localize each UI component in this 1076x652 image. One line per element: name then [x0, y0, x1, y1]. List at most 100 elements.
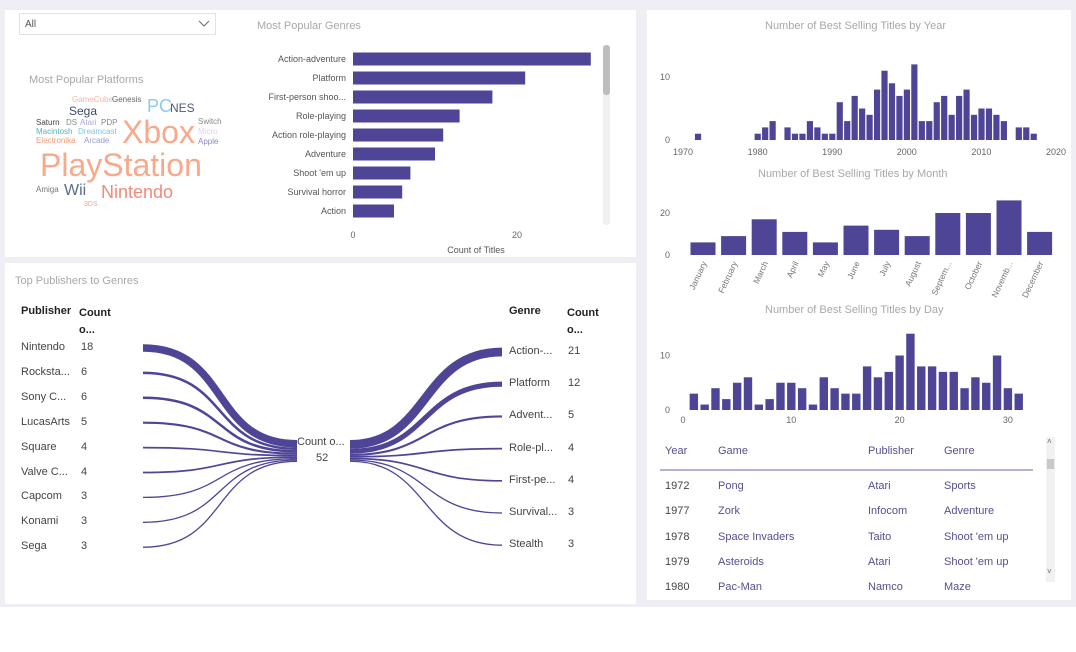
day-bar	[841, 393, 850, 410]
platform-slicer-dropdown[interactable]: All	[19, 13, 216, 35]
platform-word[interactable]: PC	[147, 96, 173, 116]
genre-count: 21	[568, 345, 581, 357]
sankey-link-left	[142, 371, 298, 451]
platform-word[interactable]: Atari	[80, 118, 97, 127]
month-x-tick: March	[751, 259, 770, 285]
month-chart-title: Number of Best Selling Titles by Month	[758, 168, 948, 180]
publisher-count: 18	[81, 341, 94, 353]
genres-scrollbar[interactable]	[603, 45, 610, 225]
day-bar	[754, 404, 764, 410]
genres-scroll-thumb[interactable]	[603, 45, 610, 95]
platform-word[interactable]: PlayStation	[40, 147, 202, 183]
table-cell: Pong	[718, 480, 744, 492]
month-x-tick: December	[1020, 259, 1046, 299]
genre-bar	[353, 52, 591, 66]
platform-word[interactable]: 3DS	[84, 201, 98, 208]
day-bar	[830, 388, 839, 410]
scroll-up-icon[interactable]: ˄	[1047, 437, 1052, 446]
table-cell: Taito	[868, 531, 892, 543]
day-bar	[765, 399, 774, 410]
year-bar	[1000, 121, 1007, 140]
scroll-thumb[interactable]	[1047, 459, 1054, 469]
sankey-link-right	[349, 415, 503, 456]
day-bar	[927, 366, 937, 410]
platform-word[interactable]: Saturn	[36, 118, 60, 127]
platform-word[interactable]: Apple	[198, 137, 219, 146]
month-bar	[874, 229, 900, 255]
table-header[interactable]: Genre	[944, 445, 975, 457]
scroll-down-icon[interactable]: ˅	[1047, 567, 1052, 576]
day-bar	[949, 371, 958, 410]
genre-name: Action-...	[509, 345, 553, 357]
day-bar	[689, 393, 699, 410]
genre-label: Adventure	[305, 149, 346, 159]
platform-word[interactable]: DS	[66, 118, 78, 127]
genre-count: 3	[568, 506, 575, 518]
year-bar	[784, 127, 791, 140]
platform-word[interactable]: Genesis	[112, 95, 142, 104]
day-bar	[992, 355, 1002, 410]
day-bar	[700, 404, 709, 410]
platform-word[interactable]: Electronika	[36, 136, 76, 145]
day-bar	[884, 371, 893, 410]
genre-label: Shoot 'em up	[293, 168, 346, 178]
day-bar	[873, 377, 883, 410]
table-header[interactable]: Year	[665, 445, 688, 457]
platform-word[interactable]: GameCube	[72, 95, 113, 104]
year-bar	[903, 89, 910, 140]
time-panel	[647, 10, 1071, 600]
table-cell: Maze	[944, 581, 971, 593]
year-bar	[799, 133, 806, 140]
year-bar	[948, 114, 955, 140]
table-cell: Shoot 'em up	[944, 556, 1009, 568]
genre-label: Action-adventure	[278, 54, 346, 64]
platform-word[interactable]: Switch	[198, 117, 222, 126]
table-header-divider	[660, 469, 1033, 471]
table-header[interactable]: Game	[718, 445, 748, 457]
day-chart-title: Number of Best Selling Titles by Day	[765, 304, 944, 316]
table-cell: 1979	[665, 556, 690, 568]
month-x-tick: January	[687, 259, 709, 291]
platform-word[interactable]: Amiga	[36, 185, 59, 194]
month-bar	[721, 236, 747, 255]
sankey-link-left	[142, 459, 298, 523]
genre-count: 4	[568, 441, 575, 454]
platform-word[interactable]: Dreamcast	[78, 127, 117, 136]
table-cell: Zork	[718, 505, 740, 517]
genres-panel	[5, 10, 636, 257]
publisher-name: Sony C...	[21, 390, 67, 403]
platform-word[interactable]: PDP	[101, 118, 118, 127]
platform-word[interactable]: NES	[170, 101, 195, 115]
table-scrollbar[interactable]: ˄ ˅	[1046, 437, 1055, 582]
genre-label: Survival horror	[287, 187, 346, 197]
platform-word[interactable]: Micro	[198, 127, 218, 136]
genre-name: Role-pl...	[509, 441, 554, 454]
year-bar	[881, 70, 888, 140]
platform-word[interactable]: Sega	[69, 104, 98, 118]
month-bar	[812, 242, 838, 255]
month-bar	[904, 236, 930, 255]
day-bar	[711, 388, 720, 410]
table-cell: Infocom	[868, 505, 908, 517]
year-bar	[896, 95, 903, 140]
day-bar	[797, 388, 807, 410]
slicer-value: All	[25, 19, 37, 30]
platform-word[interactable]: Xbox	[122, 114, 195, 150]
platform-word[interactable]: Arcade	[84, 136, 110, 145]
year-x-tick: 2020	[1046, 147, 1066, 157]
table-cell: Sports	[944, 480, 976, 492]
publisher-name: Capcom	[21, 490, 62, 503]
year-bar	[791, 133, 799, 140]
platform-word[interactable]: Macintosh	[36, 127, 73, 136]
year-bar	[694, 133, 702, 140]
year-bar	[941, 95, 948, 140]
day-bar	[960, 388, 969, 410]
platform-word[interactable]: Nintendo	[101, 182, 174, 202]
platform-word[interactable]: Wii	[64, 182, 87, 199]
table-header[interactable]: Publisher	[868, 445, 914, 457]
sankey-link-right	[349, 460, 503, 546]
year-bar	[926, 121, 933, 140]
table-cell: Namco	[868, 581, 903, 593]
year-x-tick: 1990	[822, 147, 842, 157]
